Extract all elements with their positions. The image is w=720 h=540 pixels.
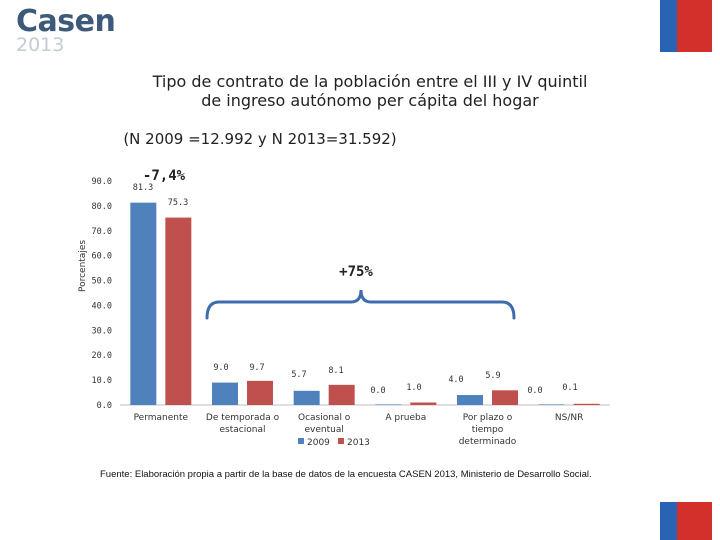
bar-2009-0 [130, 202, 157, 405]
bar-2009-2 [293, 390, 320, 405]
bar-2013-4 [492, 390, 518, 405]
y-tick-label: 90.0 [92, 177, 112, 187]
x-category-label: eventual [304, 425, 343, 435]
legend-label-2009: 2009 [307, 438, 330, 448]
bar-2009-3 [375, 404, 402, 405]
bar-2013-3 [410, 402, 437, 405]
legend-swatch-2009 [298, 438, 304, 444]
chart-subtitle: (N 2009 =12.992 y N 2013=31.592) [123, 130, 397, 148]
x-category-label: Por plazo o [463, 413, 513, 423]
x-category-label: Permanente [134, 413, 189, 423]
y-tick-label: 40.0 [92, 301, 112, 311]
bar-2013-0 [165, 217, 192, 405]
bar-2009-4 [457, 395, 483, 405]
casen-logo: Casen 2013 [16, 4, 116, 56]
y-tick-label: 70.0 [92, 227, 112, 237]
x-category-label: De temporada o [206, 413, 280, 423]
y-axis-label: Porcentajes [78, 240, 88, 292]
source-note: Fuente: Elaboración propia a partir de l… [100, 469, 592, 480]
data-label-2009: 81.3 [133, 183, 153, 193]
data-label-2013: 8.1 [328, 366, 343, 376]
data-label-2009: 9.0 [213, 363, 228, 373]
x-category-label: tiempo [472, 425, 504, 435]
data-label-2009: 0.0 [370, 386, 385, 396]
x-category-label: Ocasional o [298, 413, 351, 423]
data-label-2013: 75.3 [168, 198, 188, 208]
bracket-annotation [205, 289, 516, 320]
data-label-2013: 5.9 [485, 371, 500, 381]
annotation-change-others: +75% [339, 264, 373, 280]
data-label-2009: 4.0 [448, 375, 463, 385]
bar-2013-2 [328, 384, 355, 405]
x-category-label: estacional [220, 425, 266, 435]
chart-title-line-2: de ingreso autónomo per cápita del hogar [201, 91, 539, 110]
y-tick-label: 60.0 [92, 252, 112, 262]
y-tick-label: 50.0 [92, 277, 112, 287]
y-tick-label: 80.0 [92, 202, 112, 212]
legend-label-2013: 2013 [347, 438, 370, 448]
bar-2009-1 [212, 382, 238, 405]
logo-year: 2013 [16, 34, 65, 56]
x-category-label: determinado [459, 437, 517, 447]
flag-stripe-top [660, 0, 712, 52]
x-category-label: NS/NR [555, 413, 583, 423]
data-label-2013: 9.7 [249, 363, 264, 373]
data-label-2013: 0.1 [562, 383, 577, 393]
annotation-change-permanente: -7,4% [143, 168, 186, 184]
x-category-label: A prueba [385, 413, 426, 423]
data-label-2013: 1.0 [406, 383, 421, 393]
y-tick-label: 10.0 [92, 376, 112, 386]
logo-name: Casen [16, 4, 116, 39]
chart-title-line-1: Tipo de contrato de la población entre e… [152, 72, 588, 91]
y-tick-label: 30.0 [92, 326, 112, 336]
bar-2009-5 [538, 404, 565, 405]
chart-title: Tipo de contrato de la población entre e… [60, 72, 680, 110]
data-label-2009: 0.0 [527, 386, 542, 396]
bar-2013-5 [573, 403, 600, 405]
y-tick-label: 0.0 [97, 401, 112, 411]
flag-stripe-bottom [660, 502, 712, 540]
data-label-2009: 5.7 [291, 370, 306, 380]
legend-swatch-2013 [338, 438, 344, 444]
bar-2013-1 [247, 380, 273, 405]
y-tick-label: 20.0 [92, 351, 112, 361]
